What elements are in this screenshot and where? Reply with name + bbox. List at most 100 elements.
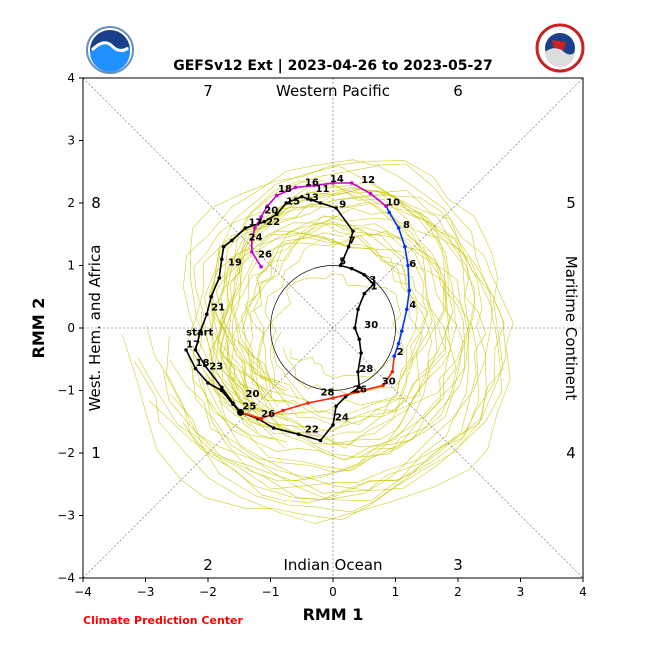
y-tick-label: 3 bbox=[67, 134, 75, 148]
phase-number-3: 3 bbox=[453, 556, 463, 574]
ensemble-member-line bbox=[206, 189, 470, 458]
day-label: 28 bbox=[359, 364, 373, 375]
ensemble-member-line bbox=[256, 273, 405, 400]
series-point-observed bbox=[193, 366, 198, 371]
series-point-forecast-blue bbox=[387, 210, 392, 215]
day-label: 18 bbox=[278, 184, 292, 195]
series-point-forecast-red bbox=[259, 416, 263, 421]
region-label-maritime-continent: Maritime Continent bbox=[562, 256, 580, 401]
series-point-observed bbox=[198, 329, 203, 333]
series-point-forecast-red bbox=[390, 369, 395, 374]
series-point-forecast-red bbox=[281, 408, 285, 413]
series-point-observed bbox=[351, 229, 355, 233]
ensemble-member-line bbox=[137, 194, 505, 502]
y-tick-label: 0 bbox=[67, 321, 75, 335]
series-point-observed bbox=[243, 226, 248, 230]
series-point-forecast-magenta bbox=[293, 185, 298, 190]
day-label: 21 bbox=[211, 303, 225, 314]
series-line-observed bbox=[185, 195, 375, 442]
series-point-observed bbox=[271, 426, 276, 430]
day-label: 15 bbox=[286, 196, 300, 207]
x-tick-label: −2 bbox=[199, 585, 217, 599]
series-point-observed bbox=[296, 432, 301, 437]
series-point-observed bbox=[362, 273, 367, 277]
series-point-observed bbox=[357, 385, 362, 390]
series-point-forecast-magenta bbox=[312, 183, 317, 188]
day-label: 12 bbox=[361, 175, 375, 186]
day-label: 7 bbox=[349, 236, 356, 247]
series-point-forecast-magenta bbox=[384, 204, 388, 208]
day-label: 3 bbox=[369, 275, 376, 286]
series-point-observed bbox=[334, 404, 338, 408]
ensemble-member-line bbox=[166, 165, 493, 503]
series-point-forecast-magenta bbox=[259, 264, 263, 269]
series-point-forecast-magenta bbox=[349, 181, 354, 185]
unit-circle bbox=[270, 265, 396, 391]
region-label-indian-ocean: Indian Ocean bbox=[283, 556, 382, 574]
phase-number-6: 6 bbox=[453, 82, 463, 100]
phase-number-8: 8 bbox=[91, 194, 101, 212]
series-point-forecast-magenta bbox=[253, 226, 257, 230]
day-label: 30 bbox=[382, 376, 396, 387]
day-label: 26 bbox=[258, 249, 272, 260]
x-tick-label: 1 bbox=[392, 585, 400, 599]
series-point-forecast-blue bbox=[403, 244, 407, 249]
series-point-forecast-magenta bbox=[249, 237, 254, 242]
series-point-observed bbox=[371, 282, 376, 287]
series-point-observed bbox=[231, 401, 235, 405]
series-point-forecast-magenta bbox=[368, 191, 373, 196]
series-line-forecast-blue bbox=[385, 205, 411, 357]
day-label: 22 bbox=[305, 424, 319, 435]
x-tick-label: 2 bbox=[454, 585, 462, 599]
ensemble-member-line bbox=[182, 159, 503, 494]
series-point-observed bbox=[284, 201, 288, 205]
day-label: 23 bbox=[209, 361, 223, 372]
ensemble-member-line bbox=[163, 188, 457, 482]
day-label: 20 bbox=[246, 389, 260, 400]
series-point-forecast-blue bbox=[396, 341, 401, 346]
credit-label: Climate Prediction Center bbox=[83, 614, 243, 627]
chart-title: GEFSv12 Ext | 2023-04-26 to 2023-05-27 bbox=[173, 58, 493, 74]
series-point-observed bbox=[184, 348, 188, 352]
day-label: 24 bbox=[249, 233, 263, 244]
y-tick-label: −1 bbox=[57, 384, 75, 398]
series-point-observed bbox=[353, 326, 357, 330]
series-point-observed bbox=[331, 423, 335, 427]
series-point-observed bbox=[229, 238, 234, 243]
trajectories bbox=[184, 181, 412, 443]
x-tick-label: −3 bbox=[137, 585, 155, 599]
y-tick-label: 4 bbox=[67, 71, 75, 85]
series-point-observed bbox=[357, 337, 362, 342]
series-point-observed bbox=[346, 244, 351, 249]
ensemble-members bbox=[121, 159, 514, 524]
ensemble-member-line bbox=[186, 180, 476, 448]
current-day-marker bbox=[237, 408, 244, 416]
day-label: 30 bbox=[364, 320, 378, 331]
series-point-observed bbox=[219, 385, 224, 390]
ensemble-member-line bbox=[240, 216, 447, 433]
series-point-observed bbox=[219, 388, 224, 393]
day-label: 2 bbox=[397, 347, 404, 358]
series-point-forecast-blue bbox=[396, 226, 401, 230]
series-point-forecast-magenta bbox=[274, 193, 279, 198]
series-point-observed bbox=[206, 381, 210, 385]
series-point-observed bbox=[203, 363, 207, 368]
series-point-observed bbox=[318, 201, 323, 205]
day-label: start bbox=[186, 328, 213, 339]
day-label: 26 bbox=[353, 384, 367, 395]
phase-number-1: 1 bbox=[91, 444, 101, 462]
day-label: 19 bbox=[228, 258, 242, 269]
phase-number-4: 4 bbox=[566, 444, 576, 462]
series-point-forecast-magenta bbox=[259, 214, 263, 219]
region-label-western-pacific: Western Pacific bbox=[276, 82, 390, 100]
phase-number-2: 2 bbox=[203, 556, 213, 574]
series-point-observed bbox=[334, 206, 338, 210]
series-point-observed bbox=[209, 294, 213, 299]
ensemble-member-line bbox=[195, 215, 469, 471]
series-point-forecast-red bbox=[306, 401, 310, 405]
day-label: 22 bbox=[266, 217, 280, 228]
day-label: 5 bbox=[339, 256, 346, 267]
day-label: 17 bbox=[186, 339, 200, 350]
ensemble-member-line bbox=[205, 227, 451, 446]
diagonal-dashed bbox=[82, 77, 584, 579]
